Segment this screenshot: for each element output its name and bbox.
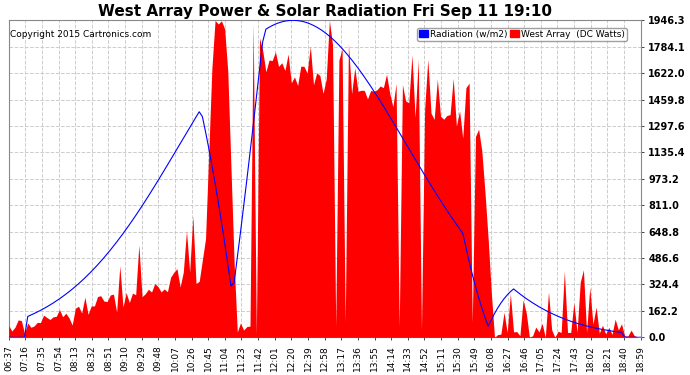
Text: Copyright 2015 Cartronics.com: Copyright 2015 Cartronics.com — [10, 30, 151, 39]
Title: West Array Power & Solar Radiation Fri Sep 11 19:10: West Array Power & Solar Radiation Fri S… — [97, 4, 551, 19]
Legend: Radiation (w/m2), West Array  (DC Watts): Radiation (w/m2), West Array (DC Watts) — [417, 28, 627, 40]
